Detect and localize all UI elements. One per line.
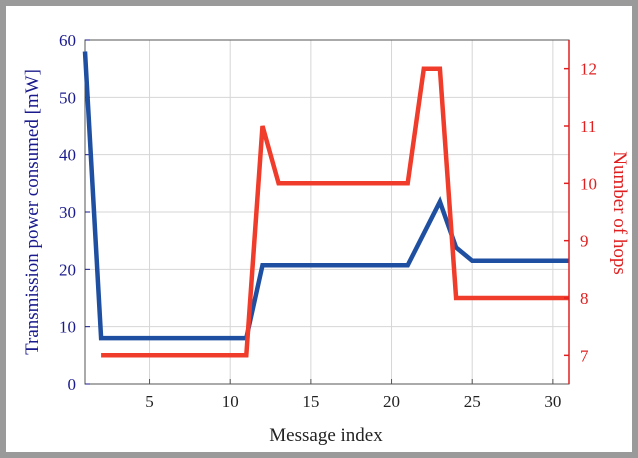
left-tick-label: 30 [59,203,76,222]
x-tick-label: 25 [464,392,481,411]
right-axis: 7 8 9 10 11 12 [564,40,597,384]
left-tick-label: 10 [59,318,76,337]
right-axis-label: Number of hops [609,151,630,274]
grid-lines [85,39,569,385]
axis-ticks: 5 10 15 20 25 30 0 10 20 30 40 50 60 [59,31,561,411]
left-tick-label: 40 [59,146,76,165]
right-tick-label: 9 [580,232,589,251]
x-tick-label: 10 [222,392,239,411]
x-tick-label: 20 [383,392,400,411]
x-axis-label: Message index [269,425,383,446]
hops-series-line [101,66,569,358]
left-tick-label: 0 [68,375,77,394]
right-tick-label: 12 [580,60,597,79]
right-tick-label: 8 [580,289,589,308]
right-tick-label: 11 [580,117,596,136]
right-tick-label: 7 [580,346,589,365]
left-axis-label: Transmission power consumed [mW] [22,69,43,355]
left-tick-label: 20 [59,260,76,279]
left-tick-label: 60 [59,31,76,50]
power-series-line [82,51,569,341]
x-tick-label: 15 [302,392,319,411]
left-tick-label: 50 [59,88,76,107]
series-layer [82,51,569,358]
right-tick-label: 10 [580,174,597,193]
x-tick-label: 30 [544,392,561,411]
x-tick-label: 5 [145,392,154,411]
